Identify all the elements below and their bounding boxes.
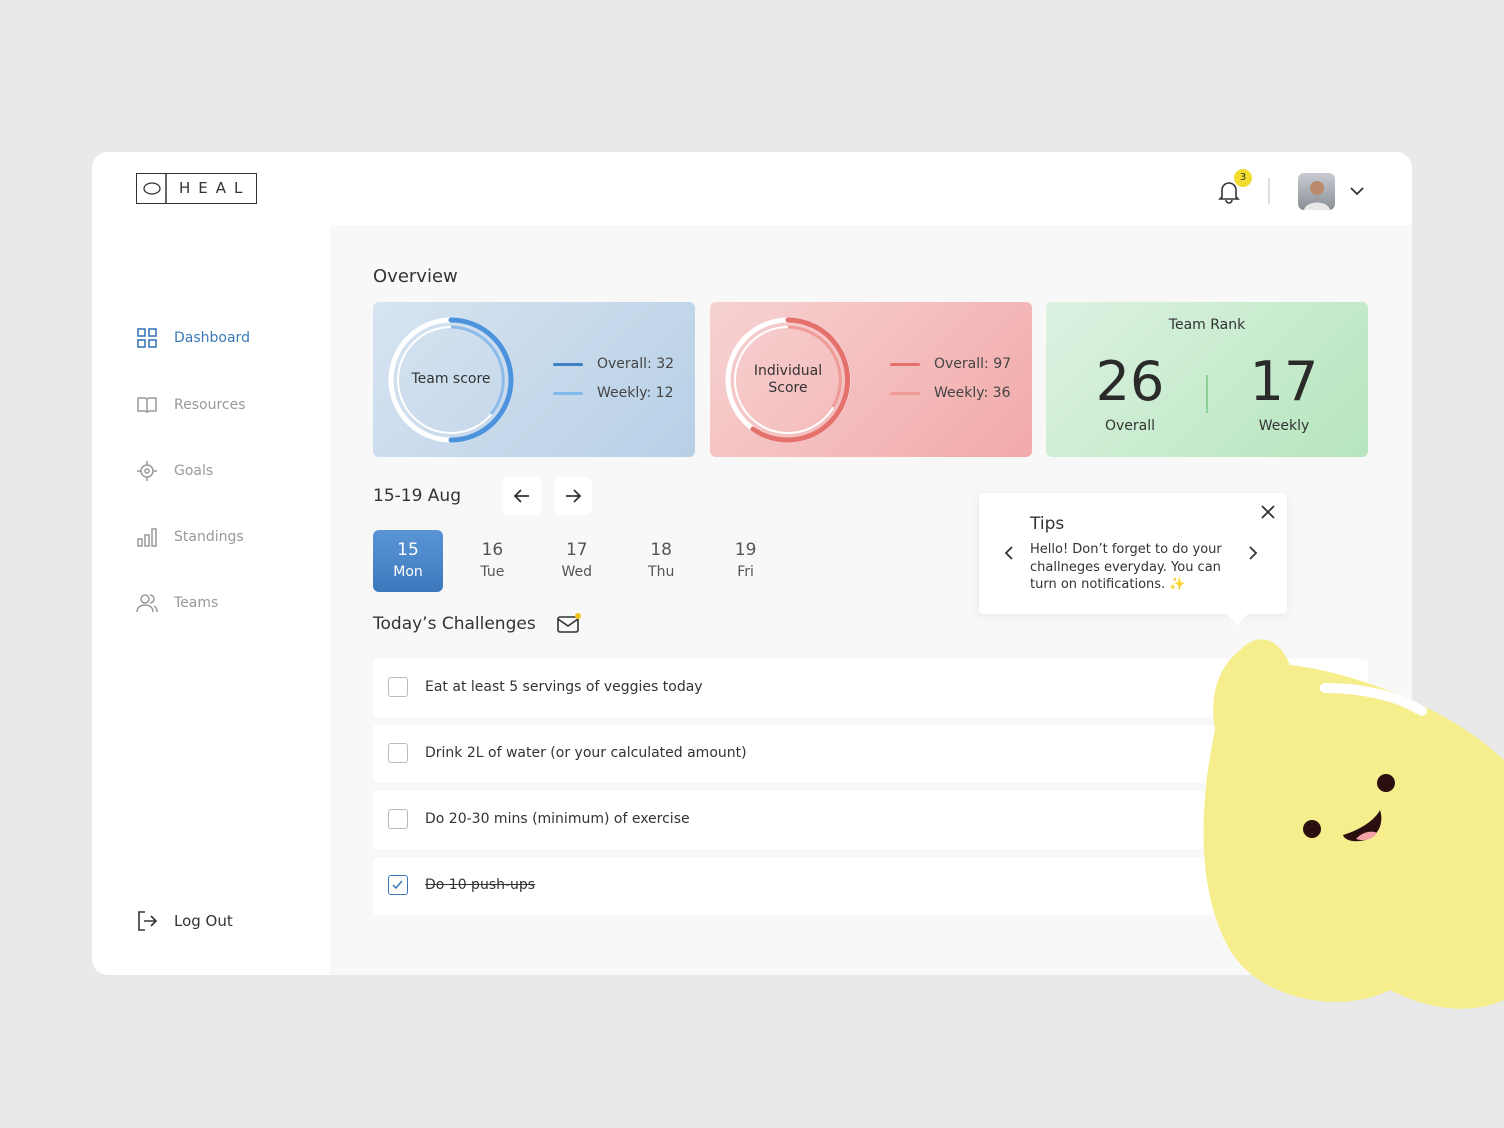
avatar[interactable]	[1298, 173, 1335, 210]
tips-prev[interactable]	[1003, 545, 1015, 561]
rank-weekly-label: Weekly	[1258, 418, 1310, 434]
divider	[1206, 375, 1208, 413]
nav-label: Teams	[174, 595, 219, 611]
nav-label: Standings	[174, 529, 244, 545]
bell-icon[interactable]	[1216, 178, 1242, 204]
nav-item[interactable]: Standings	[136, 526, 244, 548]
nav-label: Dashboard	[174, 330, 250, 346]
challenge-text: Drink 2L of water (or your calculated am…	[425, 745, 747, 761]
prev-week-button[interactable]	[503, 477, 541, 515]
logout-label: Log Out	[174, 912, 233, 930]
day-date: 19	[734, 540, 757, 560]
checkbox[interactable]	[388, 677, 408, 697]
nav-label: Goals	[174, 463, 214, 479]
day-name: Mon	[393, 564, 423, 580]
tips-next[interactable]	[1247, 545, 1259, 561]
score-label: Individual Score	[753, 363, 823, 396]
overall-score: Overall: 32	[597, 356, 675, 372]
notification-badge: 3	[1234, 169, 1252, 187]
overall-score: Overall: 97	[934, 356, 1012, 372]
nav-label: Resources	[174, 397, 246, 413]
day[interactable]: 17 Wed	[542, 530, 612, 592]
day[interactable]: 18 Thu	[626, 530, 696, 592]
mail-icon[interactable]	[556, 612, 584, 636]
checkbox[interactable]	[388, 809, 408, 829]
weekly-score: Weekly: 36	[934, 385, 1011, 401]
checkbox[interactable]	[388, 875, 408, 895]
weekly-score: Weekly: 12	[597, 385, 674, 401]
score-label: Team score	[411, 371, 491, 387]
nav-item[interactable]: Dashboard	[136, 327, 250, 349]
day-name: Tue	[480, 564, 505, 580]
tips-text: Hello! Don’t forget to do your challnege…	[1030, 542, 1222, 592]
tips-pointer	[1225, 613, 1249, 625]
challenge-row: Eat at least 5 servings of veggies today	[373, 659, 1368, 717]
challenge-text: Do 20-30 mins (minimum) of exercise	[425, 811, 690, 827]
next-week-button[interactable]	[554, 477, 592, 515]
tips-title: Tips	[1030, 514, 1065, 534]
legend-item: Overall: 32	[553, 356, 674, 372]
score-ring	[725, 317, 851, 443]
challenge-text: Eat at least 5 servings of veggies today	[425, 679, 703, 695]
legend-item: Weekly: 36	[890, 385, 1011, 401]
section-title: Overview	[373, 266, 458, 287]
logo-text: HEAL	[179, 179, 251, 197]
checkbox[interactable]	[388, 743, 408, 763]
day-date: 17	[565, 540, 588, 560]
rank-overall: 26	[1095, 350, 1165, 413]
tips-close[interactable]	[1260, 504, 1276, 520]
legend-item: Weekly: 12	[553, 385, 674, 401]
date-range: 15-19 Aug	[373, 486, 461, 506]
day[interactable]: 15 Mon	[373, 530, 443, 592]
tips-popup: Tips Hello! Don’t forget to do your chal…	[979, 493, 1287, 625]
day-name: Wed	[561, 564, 593, 580]
nav-item[interactable]: Teams	[136, 592, 218, 614]
logo[interactable]: HEAL	[136, 173, 257, 204]
challenges-title: Today’s Challenges	[373, 614, 536, 634]
challenge-row: Do 10 push-ups	[373, 857, 1368, 915]
rank-title: Team Rank	[1168, 317, 1246, 333]
logo-mark	[143, 174, 167, 203]
divider	[1268, 178, 1270, 204]
rank-weekly: 17	[1249, 350, 1319, 413]
day[interactable]: 16 Tue	[457, 530, 527, 592]
lemon-mascot	[1203, 639, 1504, 1009]
logout[interactable]: Log Out	[136, 910, 233, 932]
dropdown-icon[interactable]	[1349, 185, 1365, 197]
challenge-row: Do 20-30 mins (minimum) of exercise	[373, 791, 1368, 849]
score-ring	[388, 317, 514, 443]
day-date: 16	[481, 540, 504, 560]
individual-score-card: Individual Score Overall: 97 Weekly: 36	[710, 302, 1032, 457]
challenge-text: Do 10 push-ups	[425, 877, 536, 893]
day-date: 18	[650, 540, 672, 560]
rank-overall-label: Overall	[1104, 418, 1156, 434]
day-name: Thu	[648, 564, 675, 580]
team-rank-card: Team Rank 26 Overall 17 Weekly	[1046, 302, 1368, 457]
challenge-row: Drink 2L of water (or your calculated am…	[373, 725, 1368, 783]
day-date: 15	[397, 540, 419, 560]
legend-item: Overall: 97	[890, 356, 1011, 372]
nav-item[interactable]: Resources	[136, 394, 246, 416]
day-name: Fri	[737, 564, 754, 580]
team-score-card: Team score Overall: 32 Weekly: 12	[373, 302, 695, 457]
day[interactable]: 19 Fri	[711, 530, 781, 592]
nav-item[interactable]: Goals	[136, 460, 213, 482]
